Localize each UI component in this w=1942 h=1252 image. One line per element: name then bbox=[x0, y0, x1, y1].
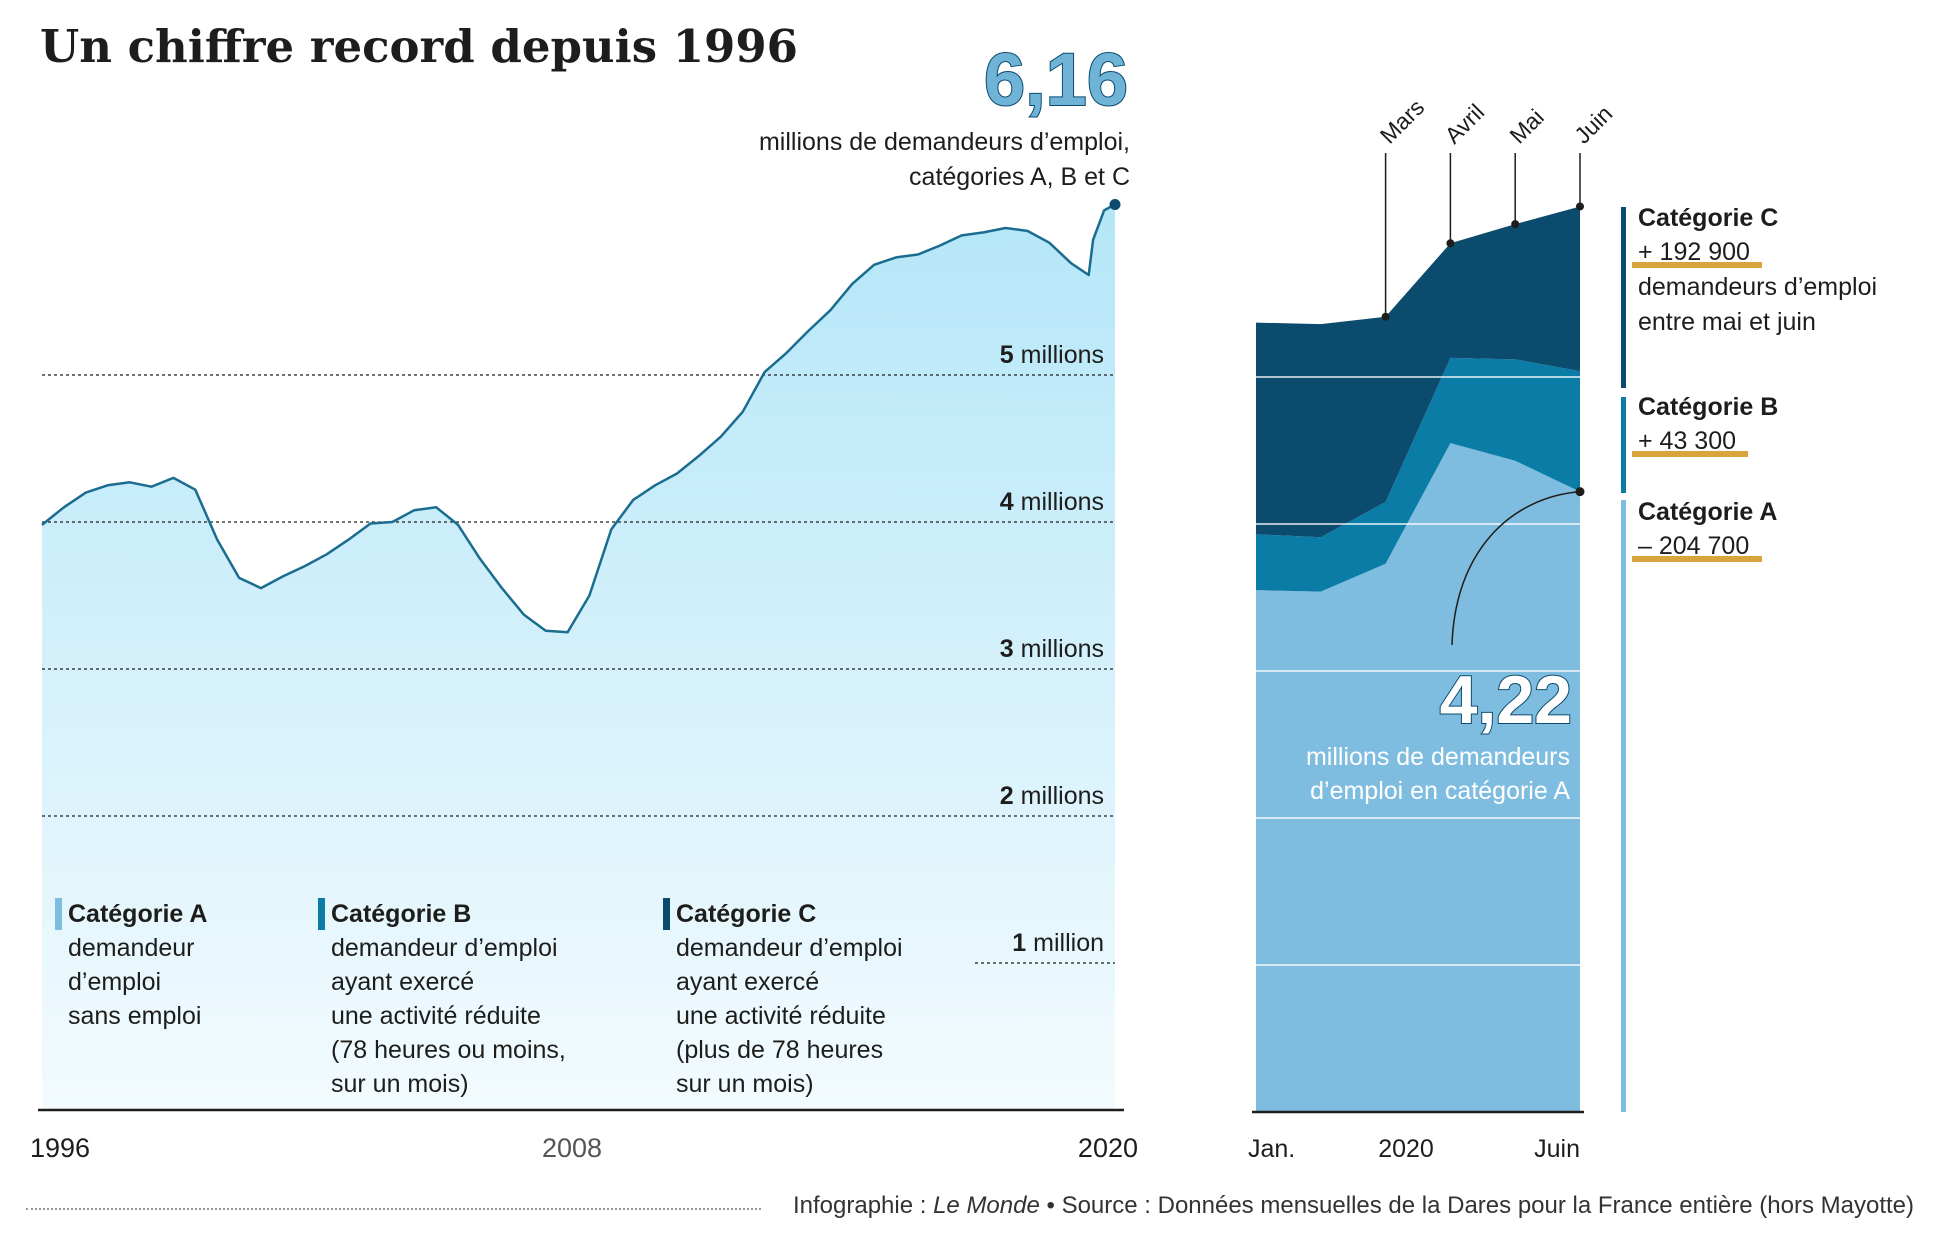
stacked-area-cat-gorie-c bbox=[1256, 206, 1580, 538]
long-term-line bbox=[41, 203, 1116, 634]
category-a-value: 4,22 bbox=[1440, 662, 1572, 738]
legend-text: sur un mois) bbox=[676, 1070, 814, 1098]
y-tick-value: 2 bbox=[1000, 782, 1014, 810]
y-tick-value: 1 bbox=[1012, 929, 1026, 957]
side-bar bbox=[1621, 207, 1626, 388]
side-change-value: + 192 900 bbox=[1638, 238, 1750, 266]
monthly-stacked-layer: Mars Avril Mai Juin Jan. 2020 Juin 4,22 millions… bbox=[1248, 94, 1617, 1163]
latest-point bbox=[1109, 198, 1121, 210]
long-term-grid-layer bbox=[42, 374, 1115, 964]
monthly-x-tick-label: Jan. bbox=[1248, 1135, 1295, 1163]
legend-title: Catégorie C bbox=[676, 900, 816, 928]
chart-title: Un chiffre record depuis 1996 bbox=[40, 20, 798, 73]
y-tick-unit: millions bbox=[1014, 341, 1104, 369]
stacked-area-cat-gorie-b bbox=[1256, 357, 1580, 592]
monthly-x-tick-label: 2020 bbox=[1378, 1135, 1434, 1163]
stacked-area-cat-gorie-a bbox=[1256, 443, 1580, 1112]
source-dotted-rule bbox=[26, 1208, 761, 1210]
y-tick-label-3: 3 millions bbox=[1000, 635, 1104, 663]
category-change-labels: Catégorie C + 192 900 demandeurs d’emploi e… bbox=[1621, 204, 1877, 1112]
legend-text: (78 heures ou moins, bbox=[331, 1036, 566, 1064]
source-rest: • Source : Données mensuelles de la Dare… bbox=[1039, 1192, 1914, 1219]
side-note: demandeurs d’emploi bbox=[1638, 273, 1877, 301]
legend-text: ayant exercé bbox=[331, 968, 474, 996]
month-label: Mars bbox=[1375, 94, 1430, 149]
legend: Catégorie A demandeur d’emploi sans emploi C… bbox=[55, 898, 903, 1098]
y-tick-label-1: 1 million bbox=[1012, 929, 1104, 957]
month-label: Mai bbox=[1504, 104, 1549, 149]
y-tick-label-2: 2 millions bbox=[1000, 782, 1104, 810]
y-tick-value: 4 bbox=[1000, 488, 1014, 516]
y-tick-unit: millions bbox=[1014, 488, 1104, 516]
side-change-value: + 43 300 bbox=[1638, 427, 1736, 455]
y-tick-unit: million bbox=[1026, 929, 1104, 957]
side-change-underline bbox=[1632, 262, 1762, 268]
category-a-caption: millions de demandeurs bbox=[1306, 743, 1570, 771]
side-change-underline bbox=[1632, 451, 1748, 457]
legend-text: sans emploi bbox=[68, 1002, 201, 1030]
source-publisher: Le Monde bbox=[933, 1192, 1040, 1219]
legend-text: demandeur d’emploi bbox=[676, 934, 903, 962]
side-title: Catégorie C bbox=[1638, 204, 1778, 232]
source-prefix: Infographie : bbox=[792, 1192, 934, 1219]
legend-text: demandeur bbox=[68, 934, 194, 962]
category-a-caption: d’emploi en catégorie A bbox=[1310, 777, 1570, 805]
y-tick-value: 5 bbox=[1000, 341, 1014, 369]
side-change-underline bbox=[1632, 556, 1762, 562]
side-bar bbox=[1621, 397, 1626, 493]
legend-text: sur un mois) bbox=[331, 1070, 469, 1098]
y-tick-value: 3 bbox=[1000, 635, 1014, 663]
legend-text: demandeur d’emploi bbox=[331, 934, 558, 962]
legend-text: ayant exercé bbox=[676, 968, 819, 996]
legend-text: d’emploi bbox=[68, 968, 161, 996]
y-tick-unit: millions bbox=[1014, 782, 1104, 810]
legend-swatch bbox=[318, 898, 325, 930]
x-tick-label-1996: 1996 bbox=[30, 1133, 90, 1163]
headline-caption: millions de demandeurs d’emploi, bbox=[759, 128, 1130, 156]
long-term-line-layer bbox=[38, 198, 1124, 1112]
legend-swatch bbox=[55, 898, 62, 930]
y-tick-label-5: 5 millions bbox=[1000, 341, 1104, 369]
long-term-area bbox=[42, 204, 1115, 1110]
month-label: Juin bbox=[1569, 100, 1617, 148]
monthly-x-tick-label: Juin bbox=[1534, 1135, 1580, 1163]
month-point bbox=[1511, 220, 1520, 229]
side-title: Catégorie A bbox=[1638, 498, 1777, 526]
headline-caption: catégories A, B et C bbox=[909, 163, 1130, 191]
legend-text: une activité réduite bbox=[676, 1002, 886, 1030]
legend-title: Catégorie A bbox=[68, 900, 207, 928]
month-point bbox=[1576, 202, 1584, 211]
legend-swatch bbox=[663, 898, 670, 930]
source-text: Infographie : Le Monde • Source : Donnée… bbox=[793, 1192, 1914, 1220]
y-tick-unit: millions bbox=[1014, 635, 1104, 663]
legend-text: (plus de 78 heures bbox=[676, 1036, 883, 1064]
legend-text: une activité réduite bbox=[331, 1002, 541, 1030]
month-point bbox=[1446, 239, 1455, 248]
month-label: Avril bbox=[1440, 99, 1490, 149]
long-term-area-layer bbox=[42, 204, 1115, 1110]
x-tick-label-2008: 2008 bbox=[542, 1133, 602, 1163]
month-point bbox=[1381, 312, 1390, 321]
source-line: Infographie : Le Monde • Source : Donnée… bbox=[0, 1192, 1942, 1222]
x-tick-label-2020: 2020 bbox=[1078, 1133, 1138, 1163]
headline-value: 6,16 bbox=[984, 38, 1128, 121]
category-a-pointer bbox=[1451, 490, 1581, 646]
legend-title: Catégorie B bbox=[331, 900, 471, 928]
side-change-value: – 204 700 bbox=[1638, 532, 1749, 560]
side-note: entre mai et juin bbox=[1638, 308, 1816, 336]
side-bar bbox=[1621, 500, 1626, 1112]
side-title: Catégorie B bbox=[1638, 393, 1778, 421]
y-tick-label-4: 4 millions bbox=[1000, 488, 1104, 516]
